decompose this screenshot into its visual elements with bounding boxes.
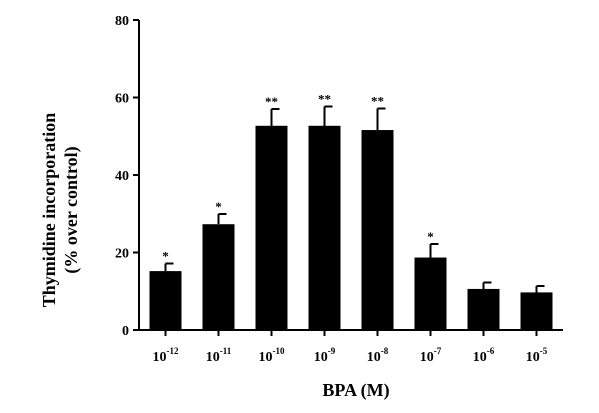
x-tick-label-base: 10: [473, 350, 487, 365]
x-tick-label: 10-11: [206, 346, 232, 365]
significance-mark: **: [371, 94, 384, 109]
x-tick-label-exponent: -11: [220, 346, 232, 356]
bars-layer: [149, 125, 553, 330]
significance-mark: *: [162, 248, 169, 263]
error-bars-layer: [164, 105, 545, 293]
x-tick-label: 10-6: [473, 346, 495, 365]
y-axis-title-line-1: Thymidine incorporation: [39, 113, 59, 308]
x-tick-label-exponent: -8: [381, 346, 389, 356]
x-tick-label-base: 10: [314, 350, 328, 365]
x-tick-label: 10-8: [367, 346, 389, 365]
significance-mark: **: [265, 94, 278, 109]
y-ticks-layer: 0 20 40 60 80: [115, 14, 139, 339]
x-ticks-layer: 10-12 10-11 10-10 10-9 10-8 10-7 10-6 10-5: [153, 330, 548, 365]
x-tick-label: 10-9: [314, 346, 336, 365]
x-tick-label-base: 10: [526, 350, 540, 365]
y-tick-label: 40: [115, 169, 129, 184]
x-axis-title: BPA (M): [322, 380, 389, 401]
bar: [308, 125, 341, 330]
x-tick-label: 10-10: [259, 346, 285, 365]
x-tick-label-base: 10: [367, 350, 381, 365]
x-tick-label-exponent: -6: [487, 346, 495, 356]
y-tick-label: 0: [122, 324, 129, 339]
bar: [255, 125, 288, 330]
significance-mark: *: [427, 229, 434, 244]
x-tick-label: 10-12: [153, 346, 179, 365]
bar: [149, 271, 182, 330]
bar: [520, 292, 553, 330]
x-tick-label-exponent: -7: [434, 346, 442, 356]
x-tick-label-base: 10: [259, 350, 273, 365]
x-tick-label-exponent: -5: [540, 346, 548, 356]
significance-mark: **: [318, 91, 331, 106]
x-tick-label: 10-7: [420, 346, 442, 365]
x-tick-label-base: 10: [153, 350, 167, 365]
y-tick-label: 20: [115, 247, 129, 262]
bar: [414, 257, 447, 330]
significance-layer: **** ** ***: [162, 91, 434, 263]
y-axis-title-line-2: (% over control): [61, 146, 82, 273]
x-tick-label: 10-5: [526, 346, 548, 365]
y-axis-title: Thymidine incorporation (% over control): [39, 113, 82, 308]
bar: [202, 224, 235, 330]
bar: [361, 130, 394, 330]
bar: [467, 288, 500, 330]
x-tick-label-base: 10: [206, 350, 220, 365]
x-tick-label-base: 10: [420, 350, 434, 365]
significance-mark: *: [215, 199, 222, 214]
y-tick-label: 80: [115, 14, 129, 29]
y-tick-label: 60: [115, 92, 129, 107]
x-tick-label-exponent: -9: [328, 346, 336, 356]
x-tick-label-exponent: -10: [273, 346, 285, 356]
x-tick-label-exponent: -12: [167, 346, 179, 356]
